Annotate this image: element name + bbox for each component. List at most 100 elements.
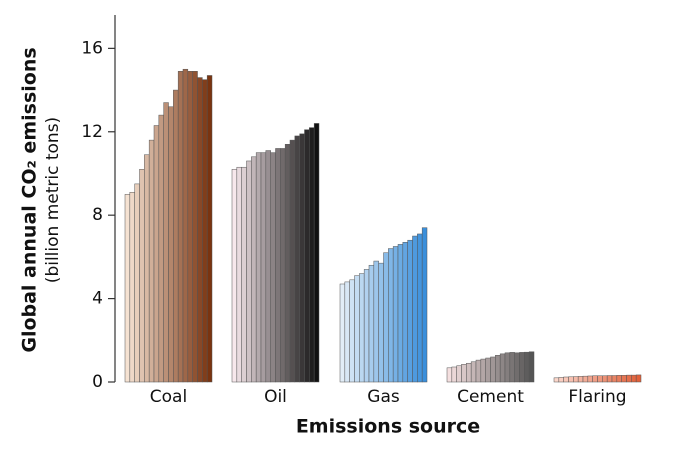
bar (359, 273, 365, 383)
bar (592, 375, 598, 383)
bar (417, 233, 423, 383)
x-tick-label: Flaring (568, 387, 626, 407)
x-tick-label: Coal (150, 387, 187, 407)
bar (499, 353, 506, 383)
bar (173, 89, 179, 383)
bar (304, 129, 310, 383)
bar (606, 375, 613, 383)
bar (231, 169, 238, 383)
y-tick-label: 12 (81, 122, 103, 142)
bar (553, 377, 560, 383)
bar (412, 235, 418, 383)
bar (373, 260, 379, 383)
bar (153, 125, 160, 383)
bar (616, 375, 622, 383)
y-tick-label: 0 (92, 372, 103, 392)
x-tick-label: Cement (457, 387, 524, 407)
bar (504, 352, 511, 383)
x-axis-label: Emissions source (296, 416, 480, 438)
bar (587, 375, 593, 383)
bar (354, 275, 360, 383)
bar (280, 148, 286, 383)
bar (421, 227, 428, 383)
bar (470, 361, 477, 383)
y-tick-label: 8 (92, 205, 103, 225)
bar (246, 160, 252, 383)
bar (344, 281, 350, 383)
bar (265, 150, 271, 383)
bar (148, 139, 155, 383)
bar (461, 364, 467, 383)
bar (289, 139, 296, 383)
bar (144, 154, 150, 383)
bar (621, 375, 627, 383)
bar (158, 114, 164, 383)
bar (456, 365, 462, 383)
bar (407, 239, 413, 383)
y-tick-label: 4 (92, 289, 103, 309)
bar (485, 357, 491, 383)
bar (480, 358, 486, 383)
x-tick-label: Gas (367, 387, 400, 407)
bar (528, 351, 535, 383)
bar (124, 194, 131, 383)
bar (192, 71, 198, 383)
y-tick-label: 16 (81, 38, 103, 58)
bar (294, 135, 300, 383)
bar (260, 152, 267, 383)
bar (514, 352, 520, 383)
bar (202, 79, 208, 383)
bar (495, 355, 501, 383)
bar (363, 269, 370, 383)
bar (206, 75, 213, 383)
bar (509, 352, 515, 383)
bar (251, 156, 257, 383)
bar (182, 68, 189, 383)
bar (299, 133, 305, 383)
bar (573, 376, 579, 383)
bar (466, 362, 472, 383)
bar (129, 191, 135, 383)
bar (241, 166, 247, 383)
bar (397, 244, 404, 383)
bar (519, 352, 525, 383)
bar (284, 144, 291, 383)
bar (349, 279, 355, 383)
bar (163, 102, 169, 383)
y-axis-sublabel: (billion metric tons) (43, 117, 63, 283)
bar (197, 77, 203, 383)
bar (631, 374, 637, 383)
bar (602, 375, 608, 383)
bar (392, 246, 399, 383)
bar (568, 376, 574, 383)
y-axis-label: Global annual CO₂ emissions (19, 47, 41, 352)
bar (275, 148, 281, 383)
bar (475, 359, 482, 383)
bar (177, 71, 184, 383)
bar (402, 242, 408, 383)
bar (378, 262, 384, 383)
bar (313, 123, 320, 383)
bar (236, 166, 242, 383)
bar (388, 248, 394, 383)
bar (383, 252, 389, 383)
bar (255, 152, 262, 383)
bar (563, 376, 569, 383)
bar (270, 152, 276, 383)
bar (368, 264, 375, 383)
bar (490, 356, 496, 383)
bar (339, 283, 346, 383)
bar (309, 127, 315, 383)
bar (635, 374, 642, 383)
bar (558, 377, 564, 383)
bar (139, 169, 145, 383)
bar (611, 375, 618, 383)
bar (597, 375, 603, 383)
bar (134, 183, 140, 383)
bar (582, 375, 589, 383)
bar (446, 367, 453, 383)
bar (451, 366, 457, 383)
bar (187, 71, 193, 383)
bar (168, 106, 174, 383)
